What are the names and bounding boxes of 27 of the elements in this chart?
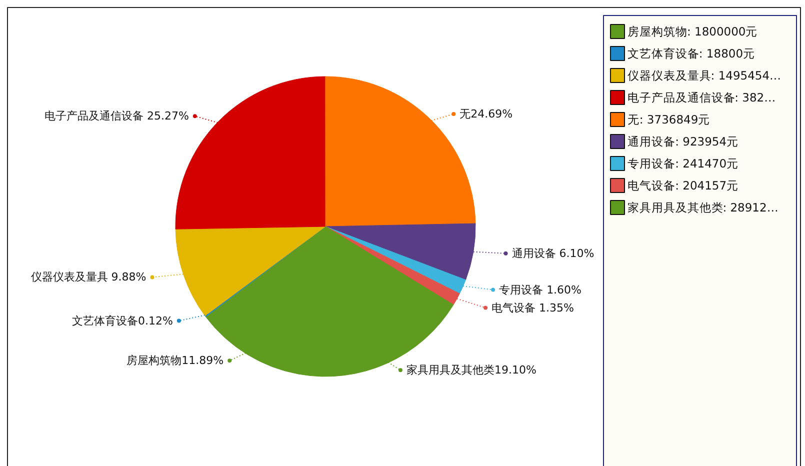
data-label: 电气设备 1.35% (492, 301, 574, 314)
data-label: 电子产品及通信设备 25.27% (44, 110, 189, 123)
data-label: 专用设备 1.60% (499, 283, 582, 296)
text: : 1495454… (710, 68, 782, 82)
text: : 1800000元 (687, 24, 758, 38)
text: : 923954元 (675, 134, 739, 148)
text: : 18800元 (698, 46, 756, 60)
text: : 28912… (722, 200, 778, 214)
text: : 241470元 (675, 156, 739, 170)
text: : 382… (734, 90, 776, 104)
text: : 204157元 (675, 178, 739, 192)
data-label: 仪器仪表及量具 9.88% (30, 270, 146, 284)
legend-label: 无 (628, 112, 640, 126)
data-label: 家具用具及其他类19.10% (406, 364, 536, 377)
legend-label: 通用设备 (628, 134, 676, 148)
legend-label: 专用设备 (628, 156, 676, 170)
text: : 3736849元 (639, 112, 710, 126)
data-label: 房屋构筑物11.89% (126, 354, 224, 368)
legend-label: 电气设备 (628, 178, 676, 192)
legend-label: 仪器仪表及量具 (628, 68, 712, 82)
legend-label: 电子产品及通信设备 (628, 90, 736, 104)
legend-label: 文艺体育设备 (628, 46, 700, 60)
data-label: 通用设备 6.10% (512, 246, 594, 260)
data-label: 无24.69% (460, 108, 513, 121)
legend-label: 房屋构筑物 (628, 24, 688, 38)
legend-label: 家具用具及其他类 (628, 200, 724, 214)
data-label: 文艺体育设备0.12% (72, 314, 173, 328)
